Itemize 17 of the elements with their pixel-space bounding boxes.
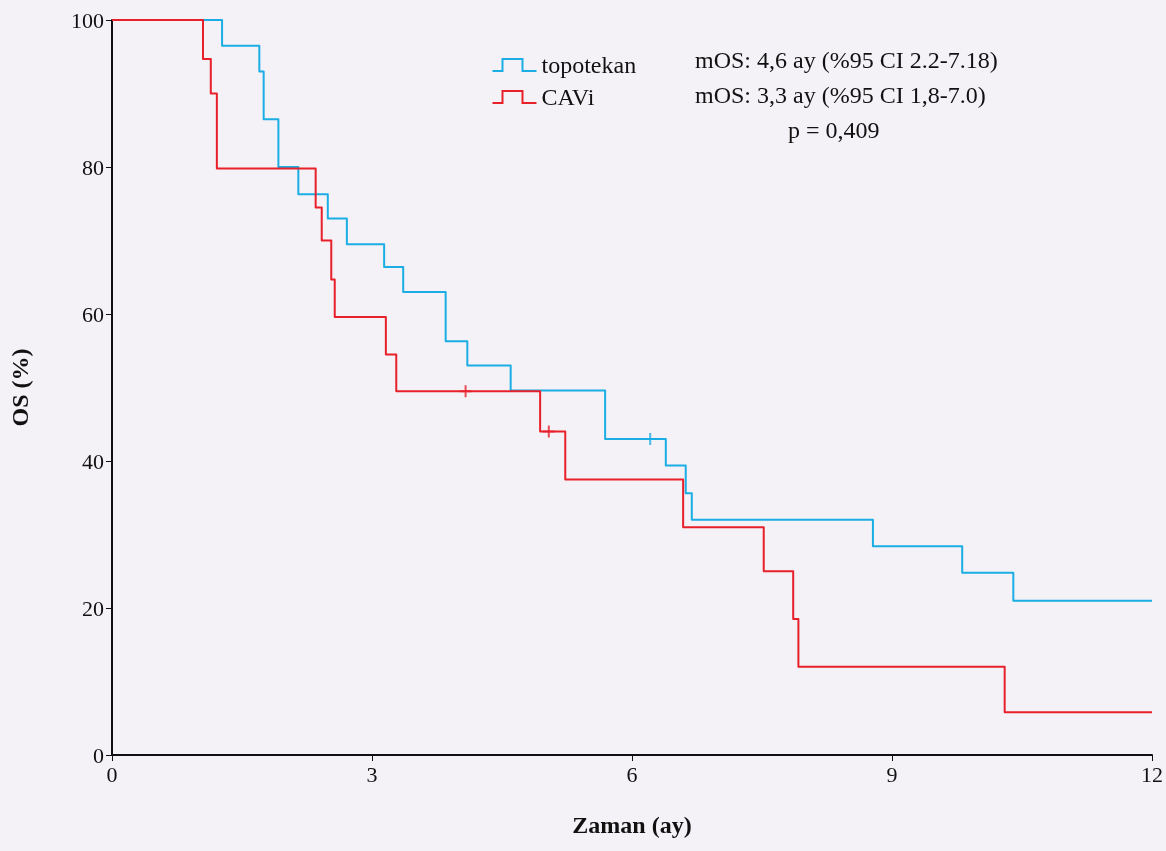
- x-tick-label: 12: [1141, 761, 1163, 787]
- legend-label: topotekan: [541, 52, 637, 78]
- legend-label: CAVi: [541, 84, 595, 110]
- y-axis-title: OS (%): [7, 348, 33, 427]
- x-tick-label: 9: [886, 761, 898, 787]
- y-tick-label: 40: [82, 448, 104, 474]
- annotation: mOS: 4,6 ay (%95 CI 2.2-7.18): [695, 47, 998, 73]
- annotation: p = 0,409: [788, 117, 880, 143]
- y-tick-label: 100: [71, 7, 104, 33]
- y-tick-label: 20: [82, 595, 104, 621]
- y-tick-label: 60: [82, 301, 104, 327]
- x-tick-label: 3: [366, 761, 378, 787]
- x-tick-label: 6: [626, 761, 638, 787]
- y-tick-label: 80: [82, 154, 104, 180]
- y-tick-label: 0: [93, 742, 104, 768]
- x-axis-title: Zaman (ay): [572, 812, 692, 838]
- annotation: mOS: 3,3 ay (%95 CI 1,8-7.0): [695, 82, 986, 108]
